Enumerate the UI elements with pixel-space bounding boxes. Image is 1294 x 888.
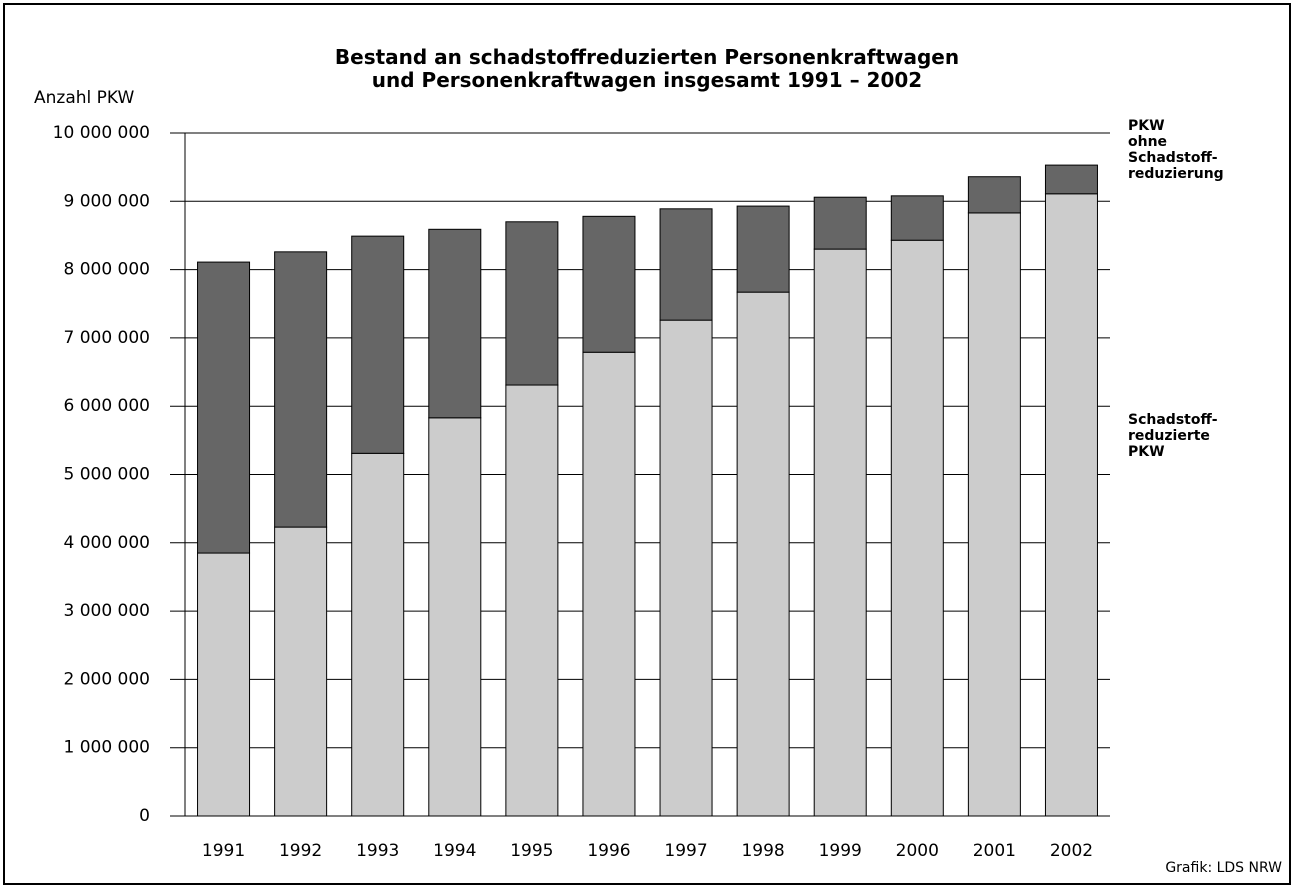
bar-segment xyxy=(274,251,328,528)
bar-segment xyxy=(428,228,482,419)
y-tick-label: 3 000 000 xyxy=(63,601,150,621)
bar-segment xyxy=(890,239,944,817)
bar-segment xyxy=(582,351,636,817)
bar-segment xyxy=(659,319,713,817)
bar-segment xyxy=(967,212,1021,817)
x-tick-label: 1994 xyxy=(433,841,476,861)
y-tick-label: 5 000 000 xyxy=(63,465,150,485)
x-tick-label: 1993 xyxy=(356,841,399,861)
chart-title: Bestand an schadstoffreduzierten Persone… xyxy=(334,45,960,92)
bar-segment xyxy=(813,196,867,250)
bar-segment xyxy=(582,215,636,353)
bar-segment xyxy=(736,291,790,817)
source: Grafik: LDS NRW xyxy=(1165,860,1282,876)
bar-segment xyxy=(1044,193,1098,817)
x-tick-label: 1992 xyxy=(279,841,322,861)
legend-entry: Schadstoff- reduzierte PKW xyxy=(1128,412,1218,460)
legend-entry: PKW ohne Schadstoff- reduzierung xyxy=(1128,118,1224,182)
x-tick-label: 1996 xyxy=(587,841,630,861)
bar-segment xyxy=(197,261,251,554)
x-tick-label: 2002 xyxy=(1050,841,1093,861)
frame xyxy=(3,3,1291,885)
x-tick-label: 2001 xyxy=(973,841,1016,861)
y-axis-label: Anzahl PKW xyxy=(34,88,135,108)
bar-segment xyxy=(351,452,405,817)
y-tick-label: 2 000 000 xyxy=(63,669,150,689)
bar-segment xyxy=(351,235,405,454)
x-tick-label: 1999 xyxy=(819,841,862,861)
x-tick-label: 1997 xyxy=(664,841,707,861)
bar-segment xyxy=(428,417,482,817)
bar-segment xyxy=(813,248,867,817)
x-tick-label: 2000 xyxy=(896,841,939,861)
bar-segment xyxy=(1044,164,1098,195)
x-tick-label: 1995 xyxy=(510,841,553,861)
bar-segment xyxy=(274,526,328,817)
bar-segment xyxy=(967,176,1021,214)
y-tick-label: 4 000 000 xyxy=(63,533,150,553)
bar-segment xyxy=(736,205,790,293)
x-tick-label: 1998 xyxy=(741,841,784,861)
y-tick-label: 10 000 000 xyxy=(53,123,150,143)
bar-segment xyxy=(890,195,944,241)
bar-segment xyxy=(659,208,713,321)
y-tick-label: 9 000 000 xyxy=(63,191,150,211)
bar-segment xyxy=(505,221,559,386)
y-tick-label: 6 000 000 xyxy=(63,396,150,416)
bar-segment xyxy=(197,552,251,817)
y-tick-label: 1 000 000 xyxy=(63,738,150,758)
y-tick-label: 7 000 000 xyxy=(63,328,150,348)
y-tick-label: 0 xyxy=(139,806,150,826)
bar-segment xyxy=(505,384,559,817)
y-tick-label: 8 000 000 xyxy=(63,260,150,280)
x-tick-label: 1991 xyxy=(202,841,245,861)
